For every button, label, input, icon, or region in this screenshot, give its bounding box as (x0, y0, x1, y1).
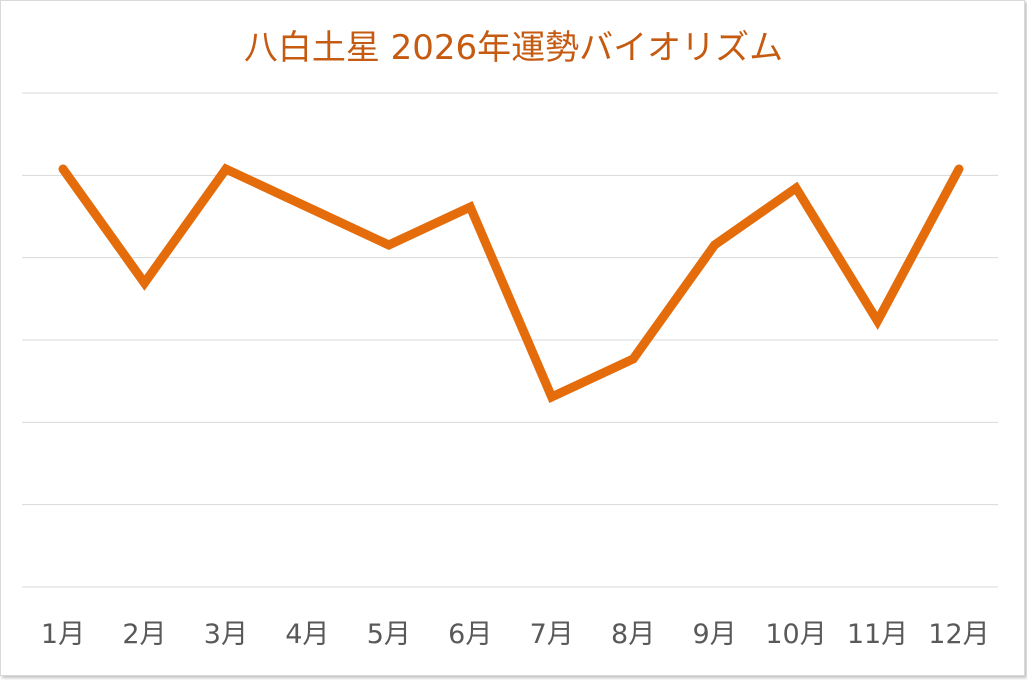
x-tick-label: 6月 (448, 619, 492, 650)
series-layer (58, 163, 964, 404)
chart-title: 八白土星 2026年運勢バイオリズム (243, 28, 784, 68)
x-tick-label: 4月 (285, 619, 329, 650)
x-tick-label: 11月 (847, 619, 908, 650)
x-tick-label: 5月 (367, 619, 411, 650)
x-tick-label: 9月 (693, 619, 737, 650)
x-tick-label: 3月 (204, 619, 248, 650)
gridlines (22, 92, 998, 588)
x-tick-label: 1月 (41, 619, 85, 650)
x-axis-labels: 1月 2月 3月 4月 5月 6月 7月 8月 9月 10月 11月 12月 (41, 619, 990, 650)
x-tick-label: 10月 (765, 619, 826, 650)
x-tick-label: 7月 (530, 619, 574, 650)
x-tick-label: 2月 (122, 619, 166, 650)
series-line (58, 163, 964, 404)
x-tick-label: 8月 (611, 619, 655, 650)
x-tick-label: 12月 (928, 619, 989, 650)
